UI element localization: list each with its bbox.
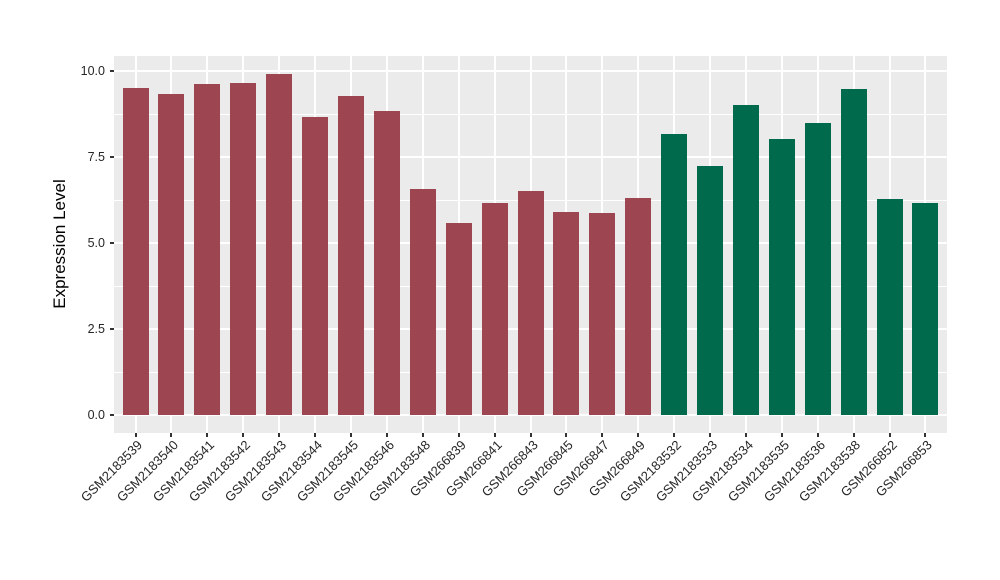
bar: [337, 96, 364, 415]
bar: [732, 105, 759, 415]
y-axis-tick-label: 7.5: [87, 149, 105, 164]
x-tick-mark: [709, 433, 712, 437]
y-tick-mark: [110, 242, 114, 244]
y-axis-tick-label: 2.5: [87, 321, 105, 336]
x-tick-mark: [493, 433, 496, 437]
y-tick-mark: [110, 328, 114, 330]
bar: [409, 188, 436, 415]
bar: [697, 165, 724, 415]
x-tick-mark: [780, 433, 783, 437]
bar: [302, 117, 329, 415]
y-tick-mark: [110, 70, 114, 72]
bar: [804, 122, 831, 415]
bar: [625, 197, 652, 415]
x-tick-mark: [744, 433, 747, 437]
y-axis-tick-label: 10.0: [80, 63, 105, 78]
plot-panel: [114, 56, 947, 433]
bar: [481, 203, 508, 415]
bar: [194, 84, 221, 415]
bar: [768, 139, 795, 415]
x-tick-mark: [565, 433, 568, 437]
x-tick-mark: [637, 433, 640, 437]
bar: [230, 83, 257, 415]
bar: [876, 198, 903, 415]
bar: [445, 223, 472, 415]
bar: [912, 203, 939, 415]
x-tick-mark: [673, 433, 676, 437]
x-tick-mark: [457, 433, 460, 437]
x-tick-mark: [924, 433, 927, 437]
bar: [122, 88, 149, 415]
x-tick-mark: [529, 433, 532, 437]
bar: [517, 191, 544, 415]
bar: [373, 110, 400, 415]
y-tick-mark: [110, 414, 114, 416]
x-tick-mark: [170, 433, 173, 437]
y-tick-mark: [110, 156, 114, 158]
x-tick-mark: [278, 433, 281, 437]
x-tick-mark: [242, 433, 245, 437]
bar: [158, 94, 185, 415]
x-tick-mark: [385, 433, 388, 437]
bar: [661, 133, 688, 415]
x-tick-mark: [888, 433, 891, 437]
x-tick-mark: [601, 433, 604, 437]
x-tick-mark: [852, 433, 855, 437]
bar: [266, 74, 293, 415]
bar: [840, 88, 867, 415]
x-tick-mark: [314, 433, 317, 437]
x-tick-mark: [421, 433, 424, 437]
bar: [589, 213, 616, 415]
x-tick-mark: [816, 433, 819, 437]
x-tick-mark: [206, 433, 209, 437]
y-axis-tick-label: 5.0: [87, 235, 105, 250]
bar: [553, 212, 580, 415]
y-axis-tick-label: 0.0: [87, 407, 105, 422]
x-tick-mark: [134, 433, 137, 437]
x-tick-mark: [349, 433, 352, 437]
